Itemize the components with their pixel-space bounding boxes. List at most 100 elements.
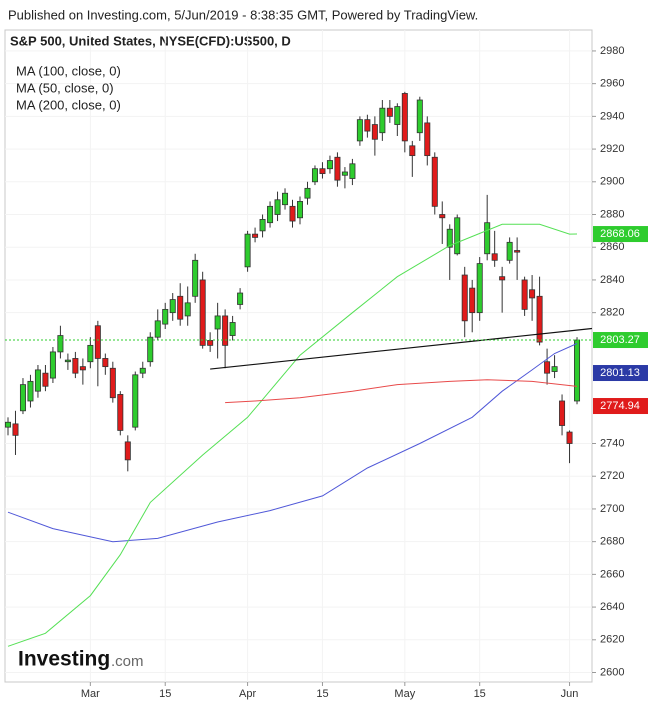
candle-body [521,279,528,310]
legend-entry: MA (200, close, 0) [16,97,121,112]
candle-body [169,299,176,314]
candle-body [401,93,408,142]
candle-body [334,156,341,181]
candle-body [371,124,378,140]
candle-body [162,308,169,325]
y-tick-label: 2880 [600,208,624,220]
candle-body [19,384,26,412]
candle-body [356,119,363,142]
candle-body [566,431,573,444]
candle-body [42,372,49,387]
candle-body [154,320,161,338]
candle-body [431,156,438,207]
candle-body [117,394,124,431]
candle-body [379,107,386,134]
x-tick-label: Mar [81,688,100,700]
candle-body [4,421,11,428]
x-tick-label: Jun [561,688,579,700]
candle-body [386,107,393,117]
candle-body [274,199,281,215]
candle-body [319,168,326,175]
candle-body [139,367,146,374]
legend-entry: MA (100, close, 0) [16,63,121,78]
candle-body [289,205,296,222]
candle-body [416,99,423,134]
candle-body [177,295,184,320]
candle-body [214,315,221,330]
candle-body [476,263,483,314]
moving-average [7,223,578,647]
y-tick-label: 2720 [600,470,624,482]
candle-body [304,187,311,199]
y-tick-label: 2980 [600,45,624,57]
y-tick-label: 2700 [600,503,624,515]
y-tick-label: 2640 [600,601,624,613]
candle-body [544,361,551,374]
candle-body [102,358,109,368]
candle-body [364,119,371,132]
y-tick-label: 2860 [600,241,624,253]
candle-body [87,344,94,363]
candle-body [94,325,101,359]
candle-body [574,339,581,402]
candle-body [184,302,191,317]
trendline [210,327,593,370]
candle-body [484,222,491,255]
price-label: 2803.27 [600,334,640,346]
candle-body [282,192,289,206]
x-tick-label: 15 [474,688,486,700]
candle-body [12,423,19,436]
price-label: 2868.06 [600,228,640,240]
candle-body [469,287,476,314]
price-label: 2774.94 [600,400,640,412]
candle-body [229,322,236,336]
logo-name: Investing [18,648,110,671]
candle-body [499,276,506,281]
x-tick-label: 15 [159,688,171,700]
candle-body [132,374,139,428]
candle-body [409,145,416,157]
candle-body [147,336,154,363]
candle-body [192,259,199,297]
y-tick-label: 2820 [600,307,624,319]
price-label-box [593,365,648,382]
candle-body [124,441,131,461]
price-label-box [593,398,648,415]
y-tick-label: 2900 [600,176,624,188]
candle-body [424,122,431,157]
candle-body [34,369,41,392]
candle-body [207,340,214,346]
x-tick-label: 15 [316,688,328,700]
legend-entry: MA (50, close, 0) [16,80,114,95]
y-tick-label: 2920 [600,143,624,155]
grid [5,30,592,682]
candle-body [27,380,34,402]
candle-body [439,214,446,219]
candle-body [252,233,259,238]
candle-body [72,358,79,374]
y-tick-label: 2740 [600,437,624,449]
y-tick-label: 2600 [600,666,624,678]
candle-body [326,160,333,170]
x-tick-label: May [394,688,415,700]
candle-body [311,168,318,183]
candle-body [244,233,251,268]
published-note: Published on Investing.com, 5/Jun/2019 -… [8,7,478,22]
candle-body [267,205,274,224]
moving-average [7,343,578,543]
y-tick-label: 2680 [600,536,624,548]
marks [4,91,593,647]
y-tick-label: 2940 [600,110,624,122]
candle-body [199,279,206,346]
chart-title: S&P 500, United States, NYSE(CFD):US500,… [10,33,291,48]
price-label: 2801.13 [600,367,640,379]
candle-body [237,292,244,305]
y-tick-label: 2660 [600,568,624,580]
candle-body [551,366,558,372]
candle-body [349,163,356,179]
candle-body [296,201,303,219]
candle-body [259,219,266,232]
candle-body [79,366,86,371]
moving-average [225,379,578,404]
candle-body [461,274,468,322]
